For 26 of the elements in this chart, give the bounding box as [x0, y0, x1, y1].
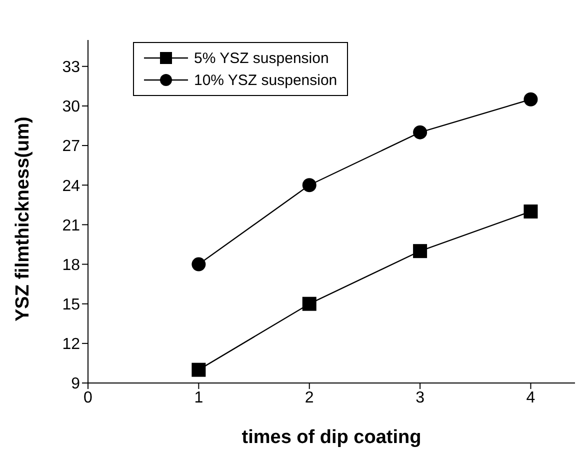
point: [413, 244, 428, 258]
point: [524, 204, 538, 218]
y-tick-label: 27: [62, 138, 80, 156]
x-tick-label: 4: [526, 389, 536, 406]
point: [413, 125, 428, 140]
x-tick-label: 0: [84, 389, 93, 406]
y-tick-label: 21: [62, 217, 80, 234]
x-tick-label: 3: [416, 389, 425, 406]
point: [192, 257, 206, 272]
y-tick-label: 12: [62, 336, 80, 354]
y-axis-title: YSZ filmthickness(um): [12, 116, 34, 322]
y-tick-label: 24: [62, 178, 80, 195]
point: [192, 362, 206, 377]
y-tick-label: 33: [62, 59, 80, 76]
y-tick-label: 18: [62, 256, 80, 274]
x-axis-title: times of dip coating: [242, 427, 422, 448]
legend-label: 10% YSZ suspension: [194, 72, 338, 88]
x-tick-label: 2: [304, 389, 314, 406]
y-tick-label: 30: [62, 98, 80, 116]
y-tick-label: 9: [71, 376, 80, 393]
legend-label: 5% YSZ suspension: [194, 50, 329, 66]
y-tick-label: 15: [62, 296, 80, 314]
x-tick-label: 1: [194, 389, 204, 406]
point: [524, 92, 538, 106]
point: [302, 296, 316, 311]
point: [302, 178, 316, 192]
